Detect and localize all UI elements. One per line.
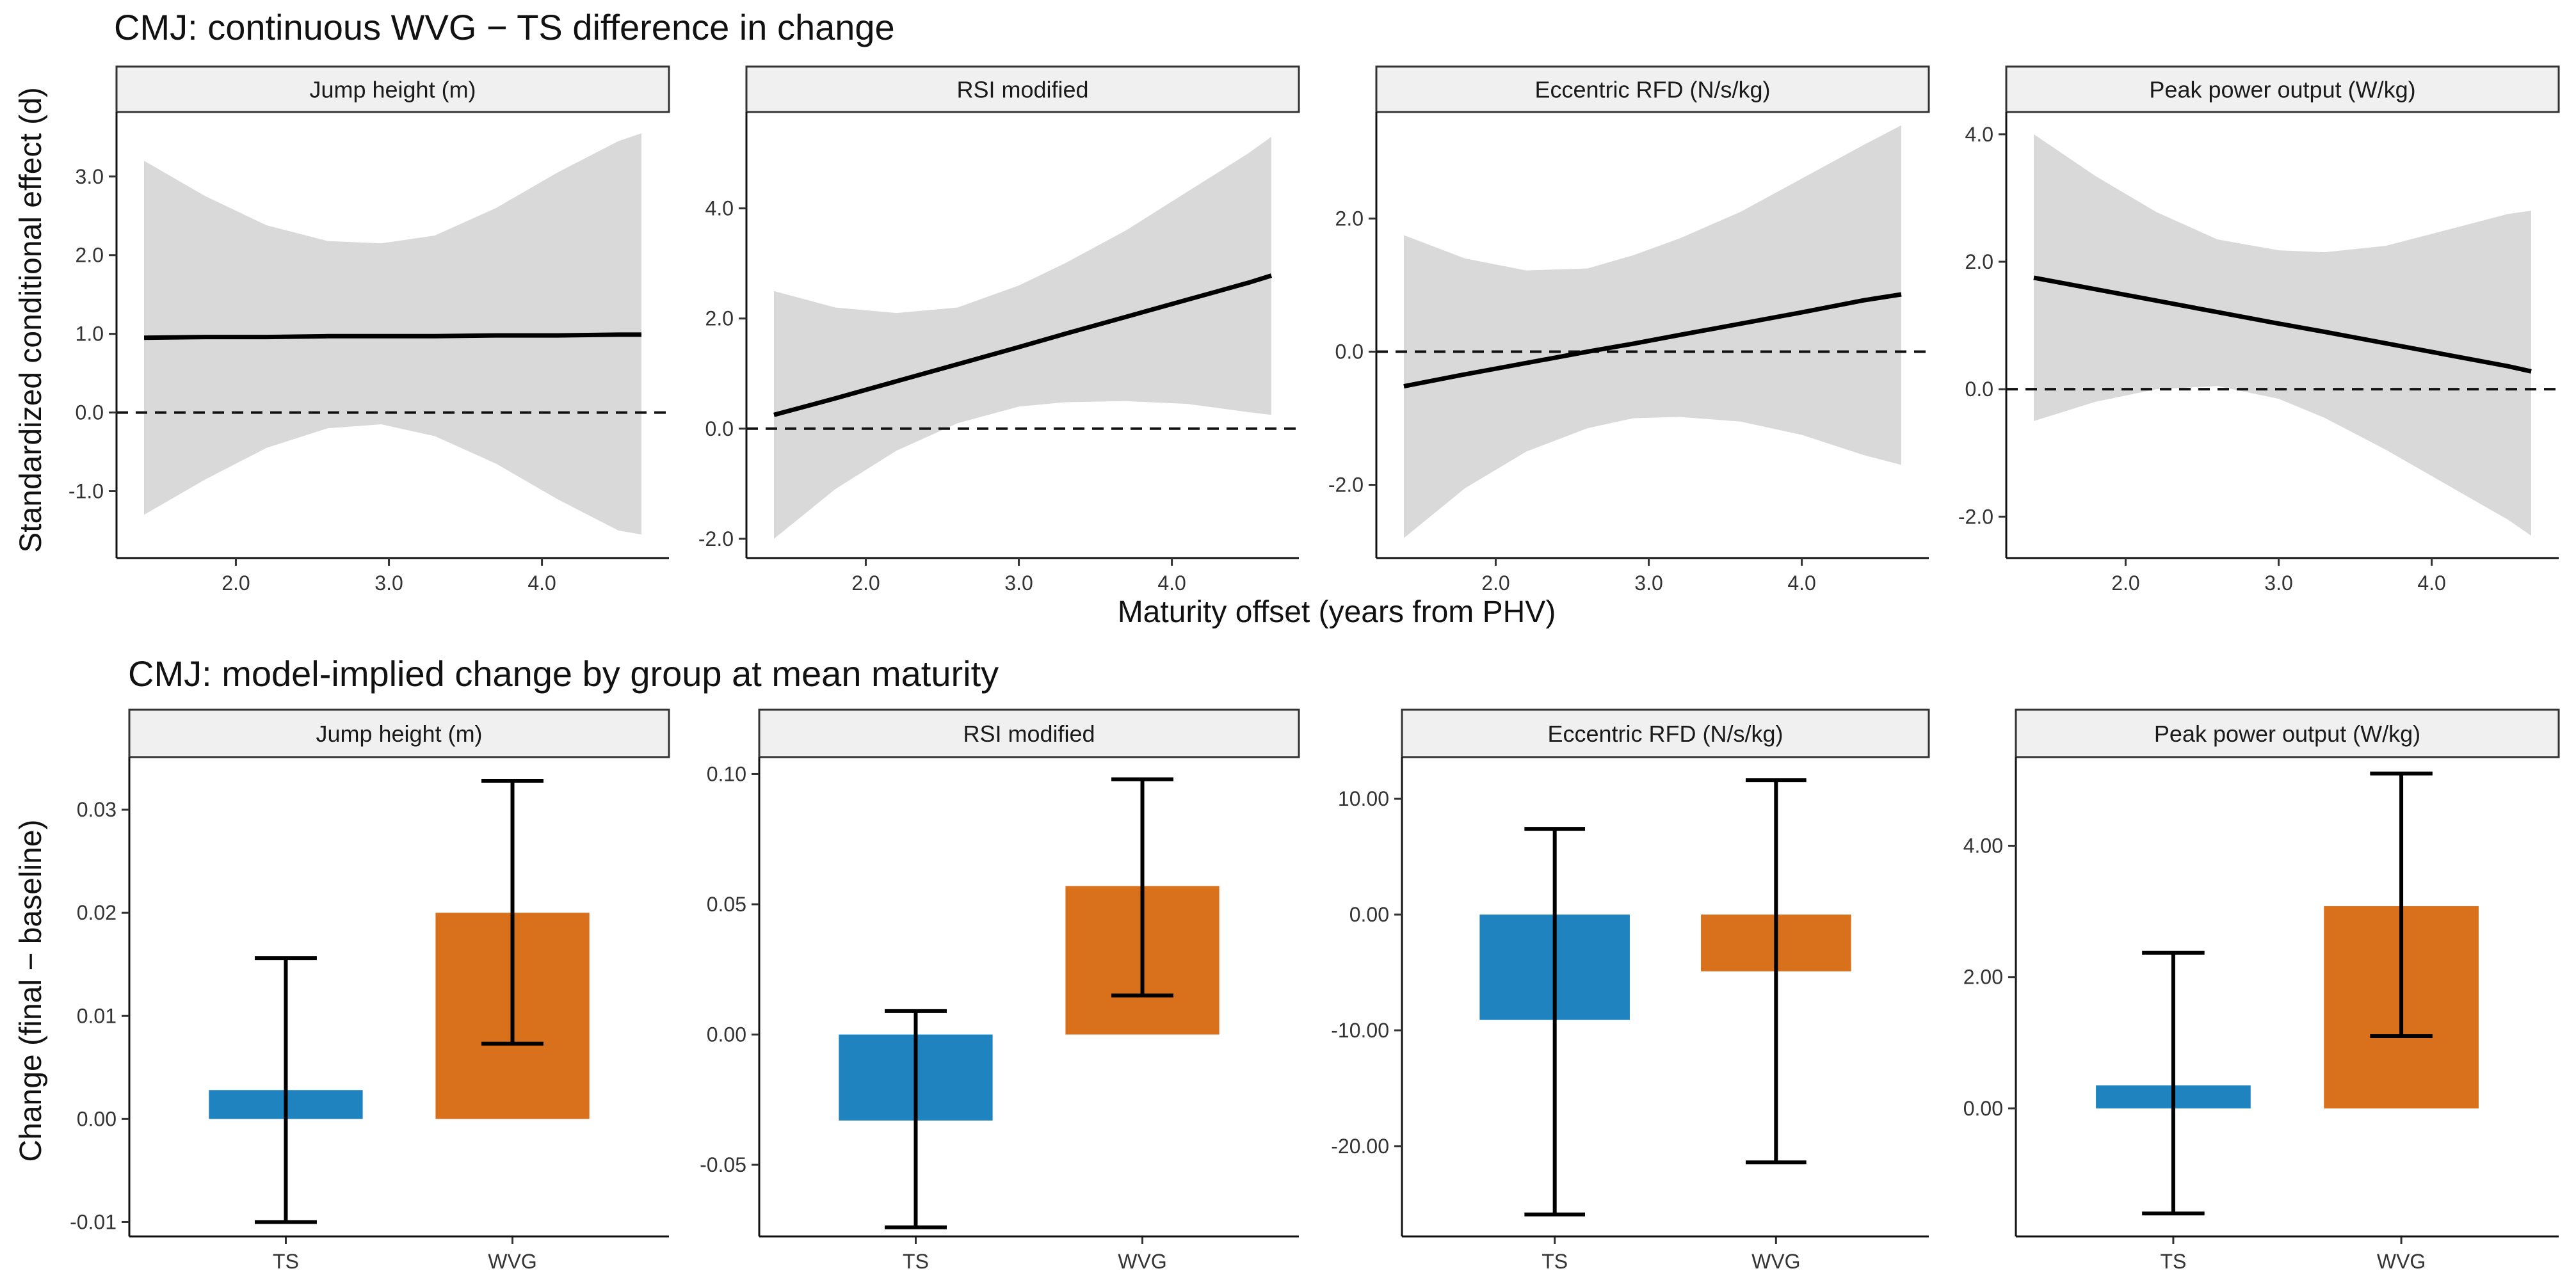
- x-tick-label: 3.0: [1634, 572, 1662, 595]
- y-tick-label: 2.0: [1335, 207, 1364, 230]
- fitted-effect-line: [143, 332, 641, 340]
- effect-panel: RSI modified -2.0 0.0 2.0 4.0 2.0 3.0 4.0: [698, 65, 1300, 595]
- x-tick-label: 4.0: [1787, 572, 1815, 595]
- x-tick-label: TS: [2160, 1250, 2186, 1273]
- y-tick-label: -1.0: [68, 480, 104, 503]
- facet-strip-label: Peak power output (W/kg): [2154, 721, 2420, 747]
- y-tick-label: 4.0: [705, 197, 734, 220]
- y-tick-label: 4.0: [1965, 123, 1993, 146]
- x-tick-label: TS: [273, 1250, 299, 1273]
- x-tick-label: 3.0: [2264, 572, 2292, 595]
- facet-strip: [128, 708, 670, 758]
- bottom-section-title: CMJ: model-implied change by group at me…: [128, 653, 999, 694]
- bar-panel: Jump height (m) TS WVG -0.01 0.00 0.01 0.02 0.0…: [70, 708, 670, 1273]
- bar-panel: RSI modified TS WVG -0.05 0.00 0.05 0.10: [700, 708, 1300, 1273]
- y-tick-label: 0.02: [77, 901, 117, 924]
- facet-strip-label: Peak power output (W/kg): [2149, 77, 2415, 103]
- y-tick-label: -20.00: [1331, 1135, 1389, 1158]
- x-tick-label: WVG: [1751, 1250, 1800, 1273]
- x-tick-label: TS: [903, 1250, 929, 1273]
- x-tick-label: 2.0: [1481, 572, 1509, 595]
- y-tick-label: 0.03: [77, 798, 117, 821]
- y-tick-label: -2.0: [1328, 474, 1364, 497]
- facet-strip-label: Jump height (m): [316, 721, 482, 747]
- y-tick-label: 10.00: [1338, 787, 1389, 810]
- confidence-band: [144, 133, 641, 535]
- top-panels: Jump height (m) -1.0 0.0 1.0 2.0 3.0 2.0 3.0 4.0…: [68, 65, 2560, 595]
- bottom-panels: Jump height (m) TS WVG -0.01 0.00 0.01 0.02 0.0…: [70, 708, 2560, 1273]
- y-tick-label: 2.0: [1965, 250, 1993, 273]
- x-tick-label: TS: [1542, 1250, 1568, 1273]
- fitted-effect-line: [1403, 292, 1902, 389]
- y-tick-label: 0.01: [77, 1004, 117, 1027]
- facet-strip: [2015, 708, 2560, 758]
- facet-strip-label: RSI modified: [963, 721, 1095, 747]
- x-tick-label: WVG: [2377, 1250, 2426, 1273]
- facet-strip-label: Jump height (m): [309, 77, 476, 103]
- y-tick-label: 0.00: [1963, 1097, 2003, 1120]
- x-tick-label: 4.0: [1157, 572, 1186, 595]
- y-tick-label: 3.0: [76, 165, 104, 188]
- bottom-y-axis-title: Change (final − baseline): [14, 819, 48, 1162]
- y-tick-label: -10.00: [1331, 1019, 1389, 1042]
- x-tick-label: 2.0: [851, 572, 880, 595]
- facet-strip: [758, 708, 1300, 758]
- top-y-axis-title: Standardized conditional effect (d): [14, 87, 48, 553]
- y-tick-label: 0.0: [1335, 340, 1364, 364]
- facet-strip: [2005, 65, 2560, 113]
- y-tick-label: 0.05: [707, 893, 746, 916]
- y-tick-label: 0.0: [76, 401, 104, 424]
- y-tick-label: 4.00: [1963, 835, 2003, 858]
- facet-strip-label: Eccentric RFD (N/s/kg): [1534, 77, 1770, 103]
- y-tick-label: 2.00: [1963, 966, 2003, 989]
- confidence-band: [1404, 125, 1901, 538]
- y-tick-label: -0.01: [70, 1210, 117, 1233]
- y-tick-label: 2.0: [76, 244, 104, 267]
- y-tick-label: 0.0: [705, 417, 734, 440]
- x-tick-label: 4.0: [527, 572, 556, 595]
- x-tick-label: 2.0: [2111, 572, 2139, 595]
- effect-panel: Jump height (m) -1.0 0.0 1.0 2.0 3.0 2.0 3.0 4.0: [68, 65, 670, 595]
- bar-panel: Peak power output (W/kg) TS WVG 0.00 2.00 4.0…: [1963, 708, 2560, 1273]
- y-tick-label: -0.05: [700, 1153, 746, 1176]
- facet-strip: [115, 65, 670, 113]
- y-tick-label: 0.0: [1965, 378, 1993, 401]
- x-tick-label: WVG: [1118, 1250, 1166, 1273]
- confidence-band: [2034, 134, 2531, 536]
- x-tick-label: 3.0: [1004, 572, 1033, 595]
- y-tick-label: -2.0: [1958, 505, 1993, 528]
- facet-strip: [1401, 708, 1930, 758]
- effect-panel: Peak power output (W/kg) -2.0 0.0 2.0 4.0 2.0…: [1958, 65, 2560, 595]
- y-tick-label: 1.0: [76, 323, 104, 346]
- y-tick-label: -2.0: [698, 527, 734, 550]
- fitted-effect-line: [773, 273, 1273, 417]
- confidence-band: [774, 136, 1271, 539]
- x-tick-label: WVG: [488, 1250, 536, 1273]
- facet-strip-label: Eccentric RFD (N/s/kg): [1547, 721, 1783, 747]
- facet-strip-label: RSI modified: [956, 77, 1088, 103]
- y-tick-label: 0.00: [1349, 903, 1389, 926]
- bar-panel: Eccentric RFD (N/s/kg) TS WVG -20.00 -10.00 0…: [1331, 708, 1930, 1273]
- facet-strip: [745, 65, 1300, 113]
- y-tick-label: 0.00: [707, 1023, 746, 1046]
- facet-strip: [1375, 65, 1930, 113]
- fitted-effect-line: [2033, 275, 2532, 374]
- x-tick-label: 3.0: [374, 572, 403, 595]
- y-tick-label: 0.10: [707, 762, 746, 785]
- top-section-title: CMJ: continuous WVG − TS difference in c…: [114, 7, 895, 47]
- x-tick-label: 2.0: [221, 572, 250, 595]
- y-tick-label: 0.00: [77, 1107, 117, 1130]
- x-tick-label: 4.0: [2417, 572, 2445, 595]
- top-x-axis-title: Maturity offset (years from PHV): [1118, 595, 1556, 629]
- y-tick-label: 2.0: [705, 307, 734, 330]
- effect-panel: Eccentric RFD (N/s/kg) -2.0 0.0 2.0 2.0 3.0 4.…: [1328, 65, 1930, 595]
